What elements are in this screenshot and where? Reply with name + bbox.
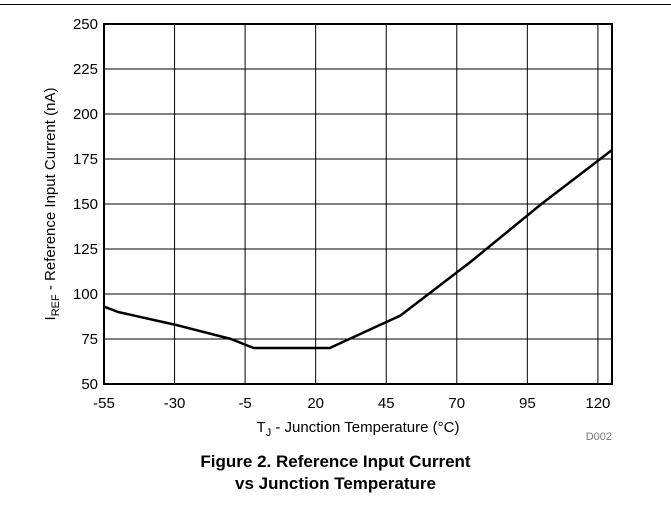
series — [103, 149, 613, 350]
x-tick-label: 20 — [307, 395, 324, 412]
y-tick-label: 250 — [73, 16, 98, 33]
top-rule — [0, 4, 671, 5]
y-tick-label: 100 — [73, 286, 98, 303]
x-tick-label: -55 — [93, 395, 115, 412]
line-chart: -55 -30 -5 20 45 70 95 120 50 75 100 125 150 175 200 22… — [42, 16, 613, 443]
x-tick-label: -5 — [238, 395, 251, 412]
x-tick-label: 70 — [448, 395, 465, 412]
figure-code: D002 — [586, 431, 612, 443]
y-tick-label: 225 — [73, 61, 98, 78]
figure-caption-line1: Figure 2. Reference Input Current — [200, 452, 471, 471]
y-tick-label: 125 — [73, 241, 98, 258]
x-tick-label: 95 — [519, 395, 536, 412]
plot-frame — [103, 23, 613, 385]
y-tick-label: 50 — [81, 376, 98, 393]
y-tick-label: 200 — [73, 106, 98, 123]
x-tick-label: 120 — [585, 395, 610, 412]
y-tick-label: 150 — [73, 196, 98, 213]
x-tick-label: -30 — [164, 395, 186, 412]
series-line — [103, 149, 613, 350]
y-tick-label: 175 — [73, 151, 98, 168]
y-tick-label: 75 — [81, 331, 98, 348]
tick-labels: -55 -30 -5 20 45 70 95 120 50 75 100 125 150 175 200 22… — [73, 16, 610, 412]
y-axis-label: IREF - Reference Input Current (nA) — [42, 88, 62, 321]
figure-caption-line2: vs Junction Temperature — [235, 474, 436, 493]
x-tick-label: 45 — [378, 395, 395, 412]
x-axis-label: TJ - Junction Temperature (°C) — [257, 419, 460, 439]
grid — [103, 23, 612, 385]
